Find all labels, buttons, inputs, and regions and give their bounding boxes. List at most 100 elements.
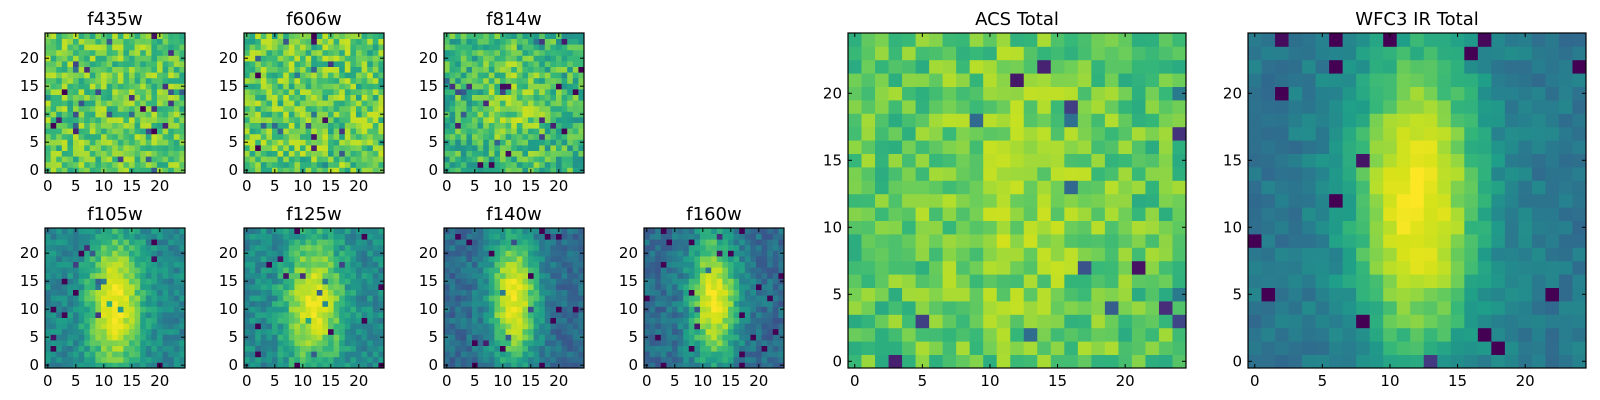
- heatmap-cell: [511, 351, 518, 358]
- heatmap-cell: [533, 244, 540, 251]
- heatmap-cell: [61, 105, 68, 112]
- heatmap-cell: [528, 328, 534, 335]
- heatmap-cell: [333, 122, 340, 129]
- heatmap-cell: [361, 340, 368, 346]
- heatmap-cell: [567, 44, 574, 51]
- heatmap-cell: [78, 100, 85, 107]
- heatmap-cell: [367, 139, 374, 146]
- heatmap-cell: [942, 274, 957, 288]
- heatmap-cell: [744, 233, 751, 240]
- heatmap-cell: [305, 156, 312, 163]
- heatmap-cell: [266, 289, 273, 296]
- heatmap-cell: [666, 256, 673, 262]
- heatmap-cell: [255, 33, 262, 39]
- heatmap-cell: [444, 345, 450, 352]
- heatmap-cell: [173, 139, 180, 146]
- heatmap-cell: [694, 345, 701, 352]
- heatmap-cell: [848, 180, 862, 195]
- heatmap-cell: [488, 244, 495, 251]
- heatmap-cell: [516, 289, 523, 296]
- heatmap-cell: [449, 300, 456, 307]
- heatmap-cell: [378, 289, 385, 296]
- heatmap-cell: [460, 289, 467, 296]
- heatmap-cell: [700, 328, 706, 335]
- heatmap-cell: [567, 256, 574, 262]
- heatmap-cell: [356, 256, 362, 262]
- heatmap-cell: [733, 300, 740, 307]
- heatmap-cell: [728, 306, 734, 313]
- heatmap-cell: [1023, 274, 1038, 288]
- heatmap-cell: [356, 44, 362, 51]
- heatmap-cell: [311, 89, 318, 95]
- heatmap-cell: [283, 117, 290, 123]
- heatmap-cell: [145, 161, 152, 168]
- heatmap-cell: [488, 66, 495, 73]
- heatmap-cell: [134, 122, 141, 129]
- heatmap-cell: [168, 61, 175, 67]
- heatmap-cell: [140, 356, 147, 363]
- heatmap-cell: [578, 284, 585, 290]
- heatmap-cell: [449, 328, 456, 335]
- heatmap-cell: [145, 250, 152, 257]
- heatmap-cell: [716, 317, 723, 324]
- heatmap-cell: [472, 156, 478, 163]
- heatmap-cell: [455, 345, 462, 352]
- heatmap-cell: [744, 278, 751, 285]
- heatmap-cell: [578, 233, 585, 240]
- heatmap-cell: [140, 156, 147, 163]
- heatmap-cell: [983, 354, 998, 369]
- heatmap-cell: [739, 312, 746, 318]
- heatmap-cell: [255, 66, 262, 73]
- heatmap-cell: [550, 351, 557, 358]
- heatmap-cell: [89, 284, 96, 290]
- heatmap-cell: [249, 55, 256, 62]
- heatmap-cell: [728, 272, 734, 279]
- heatmap-cell: [328, 261, 334, 268]
- heatmap-cell: [1037, 260, 1052, 275]
- heatmap-cell: [460, 267, 467, 274]
- heatmap-cell: [561, 278, 568, 285]
- heatmap-cell: [460, 145, 467, 151]
- heatmap-cell: [488, 328, 495, 335]
- heatmap-cell: [84, 228, 91, 234]
- heatmap-cell: [511, 33, 518, 39]
- heatmap-cell: [929, 234, 944, 248]
- heatmap-cell: [915, 207, 930, 221]
- heatmap-cell: [372, 250, 379, 257]
- heatmap-cell: [157, 122, 163, 129]
- heatmap-cell: [249, 61, 256, 67]
- heatmap-cell: [550, 128, 557, 135]
- heatmap-cell: [56, 161, 63, 168]
- heatmap-cell: [311, 133, 318, 140]
- heatmap-cell: [477, 261, 484, 268]
- heatmap-cell: [767, 340, 774, 346]
- heatmap-cell: [649, 278, 656, 285]
- heatmap-cell: [356, 105, 362, 112]
- heatmap-cell: [378, 128, 385, 135]
- heatmap-cell: [756, 278, 762, 285]
- heatmap-cell: [466, 167, 473, 174]
- heatmap-cell: [539, 328, 546, 335]
- heatmap-cell: [294, 161, 301, 168]
- heatmap-cell: [505, 122, 512, 129]
- heatmap-cell: [550, 362, 557, 369]
- x-tick-label: 0: [242, 372, 252, 390]
- heatmap-cell: [561, 306, 568, 313]
- heatmap-cell: [516, 334, 523, 341]
- heatmap-cell: [78, 72, 85, 79]
- heatmap-cell: [173, 278, 180, 285]
- heatmap-cell: [361, 89, 368, 95]
- heatmap-cell: [356, 356, 362, 363]
- heatmap-cell: [1172, 341, 1187, 355]
- heatmap-cell: [339, 284, 346, 290]
- heatmap-cell: [328, 284, 334, 290]
- heatmap-cell: [61, 145, 68, 151]
- heatmap-cell: [151, 244, 158, 251]
- heatmap-cell: [244, 150, 250, 157]
- heatmap-cell: [151, 139, 158, 146]
- heatmap-cell: [260, 156, 267, 163]
- heatmap-cell: [260, 167, 267, 174]
- heatmap-cell: [466, 139, 473, 146]
- heatmap-cell: [244, 323, 250, 330]
- heatmap-cell: [875, 207, 889, 221]
